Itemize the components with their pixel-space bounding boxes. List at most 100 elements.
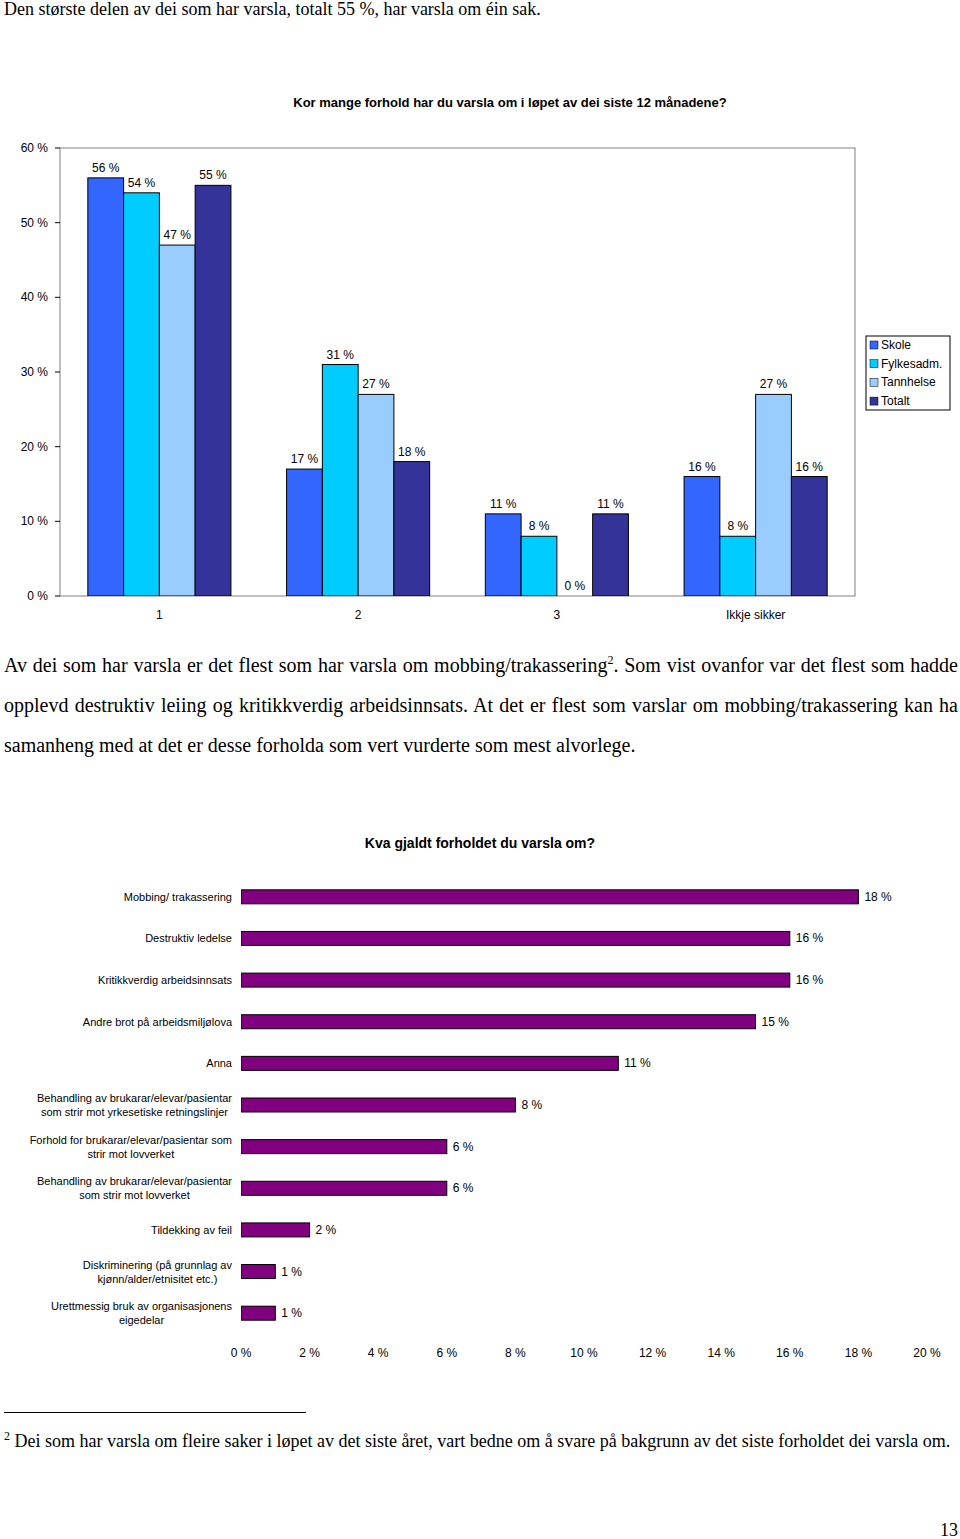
chart-1: Kor mange forhold har du varsla om i løp… [21,95,950,622]
chart-title: Kva gjaldt forholdet du varsla om? [365,835,595,851]
bar [241,1306,275,1320]
legend-swatch [870,360,878,368]
data-label: 31 % [327,348,355,362]
bar [159,245,195,596]
body-paragraph: Av dei som har varsla er det flest som h… [4,640,958,765]
data-label: 1 % [281,1265,302,1279]
data-label: 15 % [762,1015,790,1029]
bar [521,536,557,596]
footnote-text: Dei som har varsla om fleire saker i løp… [10,1431,950,1451]
chart-2: Kva gjaldt forholdet du varsla om? 0 % 2 %… [231,835,941,1360]
data-label: 56 % [92,161,120,175]
category-label: Destruktiv ledelse [145,931,232,945]
category-label: Kritikkverdig arbeidsinnsats [98,973,232,987]
category-label: Diskriminering (på grunnlag av kjønn/ald… [83,1258,232,1286]
bar [485,514,521,596]
data-label: 1 % [281,1306,302,1320]
legend-swatch [870,397,878,405]
bar [394,462,430,596]
category-label: Tildekking av feil [151,1223,232,1237]
bar [756,394,792,596]
y-tick [55,222,60,223]
data-label: 11 % [624,1056,651,1070]
bar [241,931,790,945]
intro-text: Den største delen av dei som har varsla,… [4,0,541,18]
bar [195,185,231,596]
data-label: 2 % [316,1223,337,1237]
bar [241,1098,515,1112]
data-label: 6 % [453,1140,474,1154]
bar [791,477,827,596]
y-tick [55,446,60,447]
y-tick-label: 0 % [27,589,48,603]
y-tick [55,297,60,298]
footnote-reference: 2 [607,653,613,667]
legend-label: Fylkesadm. [881,357,942,371]
data-label: 17 % [291,452,319,466]
x-tick-label: 8 % [505,1346,526,1360]
data-label: 6 % [453,1181,474,1195]
legend-label: Tannhelse [881,375,936,389]
data-label: 11 % [490,497,517,511]
bar [557,596,593,597]
data-label: 27 % [362,377,390,391]
y-tick-label: 50 % [21,216,49,230]
data-label: 8 % [529,519,550,533]
bar [684,477,720,596]
category-label: Forhold for brukarar/elevar/pasientar so… [30,1133,232,1161]
legend-label: Totalt [881,394,910,408]
category-label: Urettmessig bruk av organisasjonens eige… [51,1299,232,1327]
data-label: 55 % [199,168,227,182]
data-label: 16 % [796,460,824,474]
category-label: Mobbing/ trakassering [124,890,232,904]
chart-title: Kor mange forhold har du varsla om i løp… [293,95,727,110]
y-tick [55,521,60,522]
bar [241,1223,310,1237]
plot-frame [60,148,855,596]
category-label: Andre brot på arbeidsmiljølova [83,1015,232,1029]
y-tick-label: 60 % [21,141,49,155]
bar [322,365,358,596]
bar [720,536,756,596]
x-tick-label: 2 [355,608,362,622]
bar [241,1015,756,1029]
page-number: 13 [940,1519,958,1539]
bar [241,890,858,904]
bar [241,1265,275,1279]
data-labels: 18 %16 %16 %15 %11 %8 %6 %6 %2 %1 %1 % [281,890,892,1320]
y-tick-label: 20 % [21,440,49,454]
data-label: 27 % [760,377,788,391]
category-label: Behandling av brukarar/elevar/pasientar … [37,1174,232,1202]
data-label: 18 % [864,890,892,904]
bars [241,890,858,1320]
data-label: 16 % [796,931,824,945]
x-tick-label: 20 % [913,1346,941,1360]
bars [88,178,827,596]
category-label: Behandling av brukarar/elevar/pasientar … [37,1091,232,1119]
bar [88,178,124,596]
data-label: 11 % [597,497,624,511]
x-tick-label: 16 % [776,1346,804,1360]
footnote-marker: 2 [4,1429,10,1443]
footnote-rule [4,1412,306,1413]
y-tick-label: 10 % [21,514,49,528]
y-tick-label: 30 % [21,365,49,379]
x-tick-label: 2 % [299,1346,320,1360]
bar [241,1056,618,1070]
bar [358,394,394,596]
x-tick-label: 1 [156,608,163,622]
x-tick-label: 18 % [845,1346,873,1360]
legend-swatch [870,341,878,349]
bar [124,193,160,596]
y-tick [55,372,60,373]
x-tick-label: 10 % [570,1346,598,1360]
y-tick [55,148,60,149]
x-tick-label: 0 % [231,1346,252,1360]
data-label: 8 % [727,519,748,533]
legend-box [866,336,950,410]
legend-swatch [870,378,878,386]
y-tick-label: 40 % [21,290,49,304]
data-label: 16 % [796,973,824,987]
x-tick-label: 6 % [436,1346,457,1360]
page: Den største delen av dei som har varsla,… [0,0,960,1539]
